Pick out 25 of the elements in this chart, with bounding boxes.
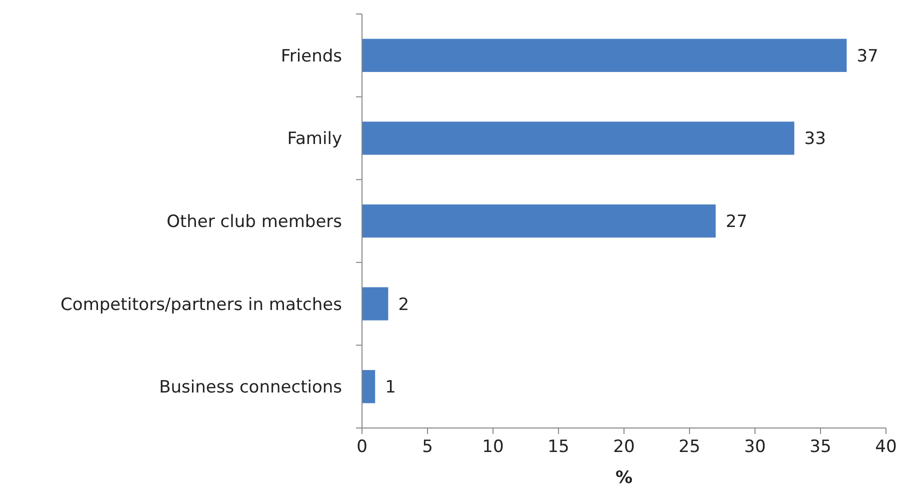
x-tick-label: 35 [810,437,832,457]
x-tick-label: 15 [548,437,570,457]
bar [362,287,388,320]
x-tick-label: 5 [422,437,433,457]
data-label: 33 [804,129,826,150]
x-tick-label: 10 [482,437,504,457]
x-tick-label: 30 [744,437,766,457]
bar [362,204,716,238]
y-tick-label: Business connections [159,378,342,398]
data-label: 1 [385,378,396,398]
x-tick-label: 25 [678,437,700,457]
y-tick-label: Family [287,129,342,150]
bar [362,38,847,72]
y-tick-label: Friends [280,46,342,66]
x-tick-label: 0 [356,437,368,457]
data-label: 37 [856,46,878,66]
bar [362,122,794,155]
x-tick-label: 40 [875,437,897,457]
x-tick-label: 20 [613,437,635,457]
x-axis-title: % [615,468,633,488]
data-label: 27 [726,212,748,232]
y-tick-label: Competitors/partners in matches [60,294,342,315]
data-label: 2 [398,294,410,315]
bar [362,370,376,404]
y-tick-label: Other club members [166,212,342,232]
